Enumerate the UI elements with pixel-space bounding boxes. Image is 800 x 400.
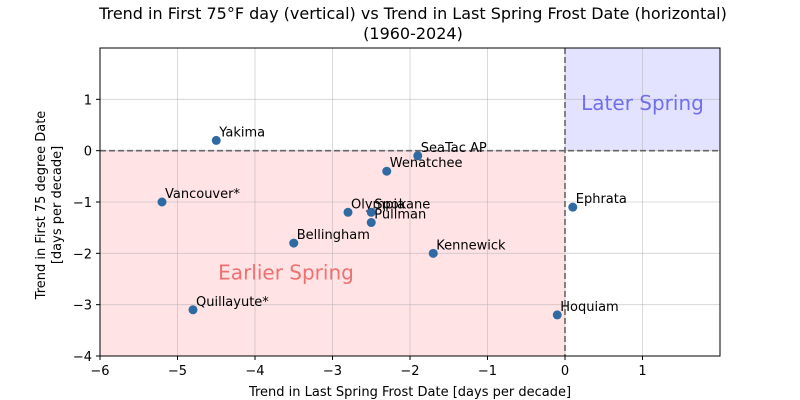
- y-tick-label: −1: [73, 196, 92, 211]
- data-point: [289, 238, 299, 248]
- point-label: Pullman: [374, 208, 426, 223]
- data-point: [382, 166, 392, 176]
- y-axis-label-line2: [days per decade]: [50, 146, 65, 264]
- data-point: [413, 151, 423, 161]
- x-tick-label: −5: [168, 364, 187, 379]
- y-tick-label: 1: [84, 93, 92, 108]
- y-tick-label: −2: [73, 247, 92, 262]
- region-label: Later Spring: [581, 91, 704, 115]
- reference-lines: [100, 48, 720, 356]
- data-point: [366, 218, 376, 228]
- point-label: Quillayute*: [196, 295, 269, 310]
- x-tick-label: 1: [638, 364, 646, 379]
- chart-subtitle: (1960-2024): [363, 24, 463, 43]
- data-point: [188, 305, 198, 315]
- x-tick-label: −6: [90, 364, 109, 379]
- y-tick-label: −4: [73, 350, 92, 365]
- y-tick-label: 0: [84, 145, 92, 160]
- point-label: Vancouver*: [165, 187, 240, 202]
- x-axis-ticks: −6 −5 −4 −3 −2 −1 0 1: [90, 356, 647, 379]
- point-label: Kennewick: [436, 238, 506, 253]
- x-tick-label: −2: [400, 364, 419, 379]
- point-label: Spokane: [374, 197, 430, 212]
- data-point: [157, 197, 167, 207]
- x-tick-label: −4: [245, 364, 264, 379]
- point-label: Yakima: [218, 125, 265, 140]
- y-axis-label-line1: Trend in First 75 degree Date: [34, 111, 49, 301]
- point-label: Hoquiam: [560, 300, 618, 315]
- point-label: SeaTac AP: [421, 141, 487, 156]
- y-axis-ticks: −4 −3 −2 −1 0 1: [73, 93, 100, 365]
- data-point: [568, 202, 578, 212]
- y-tick-label: −3: [73, 299, 92, 314]
- x-tick-label: 0: [561, 364, 569, 379]
- data-point: [428, 248, 438, 258]
- data-point: [211, 135, 221, 145]
- x-tick-label: −1: [478, 364, 497, 379]
- region-labels: Earlier Spring Later Spring: [218, 91, 704, 284]
- chart-title: Trend in First 75°F day (vertical) vs Tr…: [99, 4, 727, 23]
- x-axis-label: Trend in Last Spring Frost Date [days pe…: [248, 385, 571, 400]
- point-label: Olympia: [351, 197, 405, 212]
- data-point: [552, 310, 562, 320]
- point-label: Ephrata: [576, 192, 627, 207]
- point-label: Bellingham: [297, 228, 370, 243]
- x-tick-label: −3: [323, 364, 342, 379]
- data-point: [343, 207, 353, 217]
- point-label: Wenatchee: [390, 156, 463, 171]
- region-label: Earlier Spring: [218, 260, 354, 284]
- data-point: [366, 207, 376, 217]
